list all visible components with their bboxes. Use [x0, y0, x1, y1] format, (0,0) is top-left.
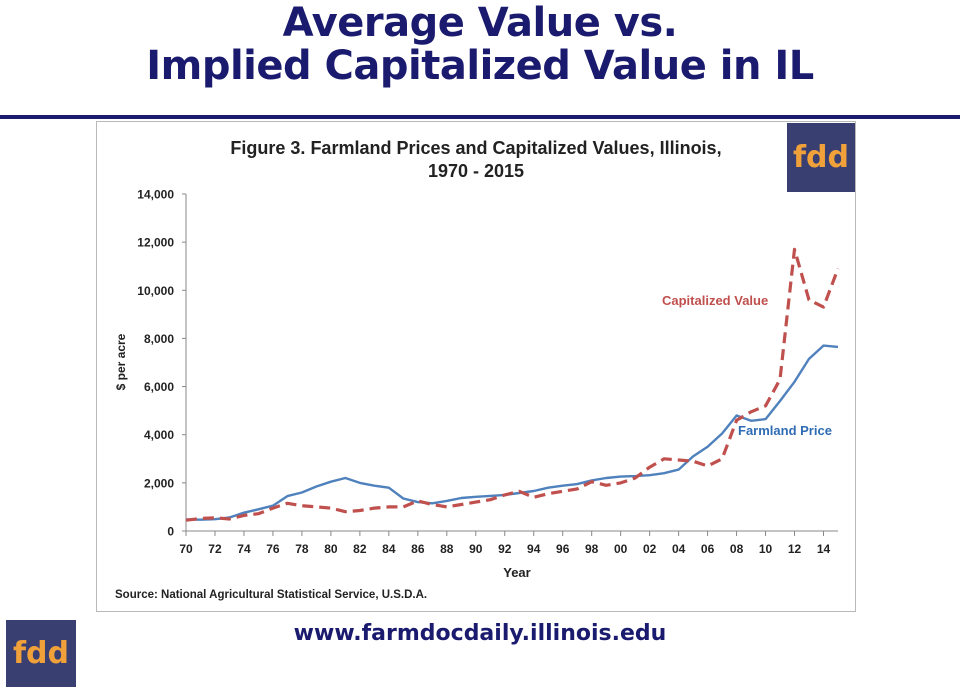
chart-title-line-2: 1970 - 2015 [428, 161, 524, 181]
x-tick-label: 90 [469, 542, 483, 556]
fdd-logo-footer-text: fdd [12, 636, 69, 671]
title-divider [0, 115, 960, 119]
y-tick-label: 6,000 [144, 380, 174, 394]
x-tick-label: 96 [556, 542, 570, 556]
source-note: Source: National Agricultural Statistica… [115, 589, 427, 601]
x-tick-label: 78 [295, 542, 309, 556]
y-tick-label: 0 [167, 525, 174, 539]
website-url: www.farmdocdaily.illinois.edu [293, 621, 667, 646]
x-tick-label: 76 [266, 542, 280, 556]
fdd-logo: fdd [787, 123, 855, 192]
x-axis-title: Year [503, 565, 530, 580]
x-tick-label: 10 [759, 542, 773, 556]
x-tick-label: 02 [643, 542, 657, 556]
series-line-capitalized-value [185, 247, 840, 522]
x-tick-label: 14 [817, 542, 831, 556]
x-tick-label: 08 [730, 542, 744, 556]
x-tick-label: 92 [498, 542, 512, 556]
figure-frame: Figure 3. Farmland Prices and Capitalize… [96, 121, 856, 612]
y-tick-labels: 0 2,000 4,000 6,000 8,000 10,000 12,000 14,000 [137, 188, 186, 539]
series-label-farmland-price: Farmland Price [738, 423, 832, 438]
x-tick-label: 88 [440, 542, 454, 556]
series-group [185, 247, 840, 522]
y-tick-label: 8,000 [144, 332, 174, 346]
slide-title-line-1: Average Value vs. [282, 0, 678, 46]
x-tick-label: 12 [788, 542, 802, 556]
x-tick-label: 84 [382, 542, 396, 556]
line-chart: Figure 3. Farmland Prices and Capitalize… [114, 138, 840, 601]
slide-title-line-2: Implied Capitalized Value in IL [146, 43, 814, 89]
fdd-logo-text: fdd [792, 140, 849, 175]
chart-title-line-1: Figure 3. Farmland Prices and Capitalize… [230, 138, 721, 158]
x-tick-label: 00 [614, 542, 628, 556]
slide-title: Average Value vs. Implied Capitalized Va… [0, 2, 960, 88]
y-tick-label: 12,000 [137, 236, 174, 250]
y-tick-label: 2,000 [144, 476, 174, 490]
x-tick-label: 72 [208, 542, 222, 556]
x-tick-label: 86 [411, 542, 425, 556]
y-tick-label: 4,000 [144, 428, 174, 442]
x-tick-labels: 70 72 74 76 78 80 82 84 86 88 90 92 94 96 98 00 02 04 06 08… [179, 531, 831, 556]
fdd-logo-footer: fdd [6, 620, 76, 687]
x-tick-label: 04 [672, 542, 686, 556]
y-tick-label: 14,000 [137, 188, 174, 202]
x-tick-label: 94 [527, 542, 541, 556]
series-label-capitalized-value: Capitalized Value [662, 293, 768, 308]
x-tick-label: 98 [585, 542, 599, 556]
y-axis-title: $ per acre [114, 333, 128, 390]
y-tick-label: 10,000 [137, 284, 174, 298]
x-tick-label: 80 [324, 542, 338, 556]
x-tick-label: 74 [237, 542, 251, 556]
x-tick-label: 70 [179, 542, 193, 556]
x-tick-label: 82 [353, 542, 367, 556]
x-tick-label: 06 [701, 542, 715, 556]
